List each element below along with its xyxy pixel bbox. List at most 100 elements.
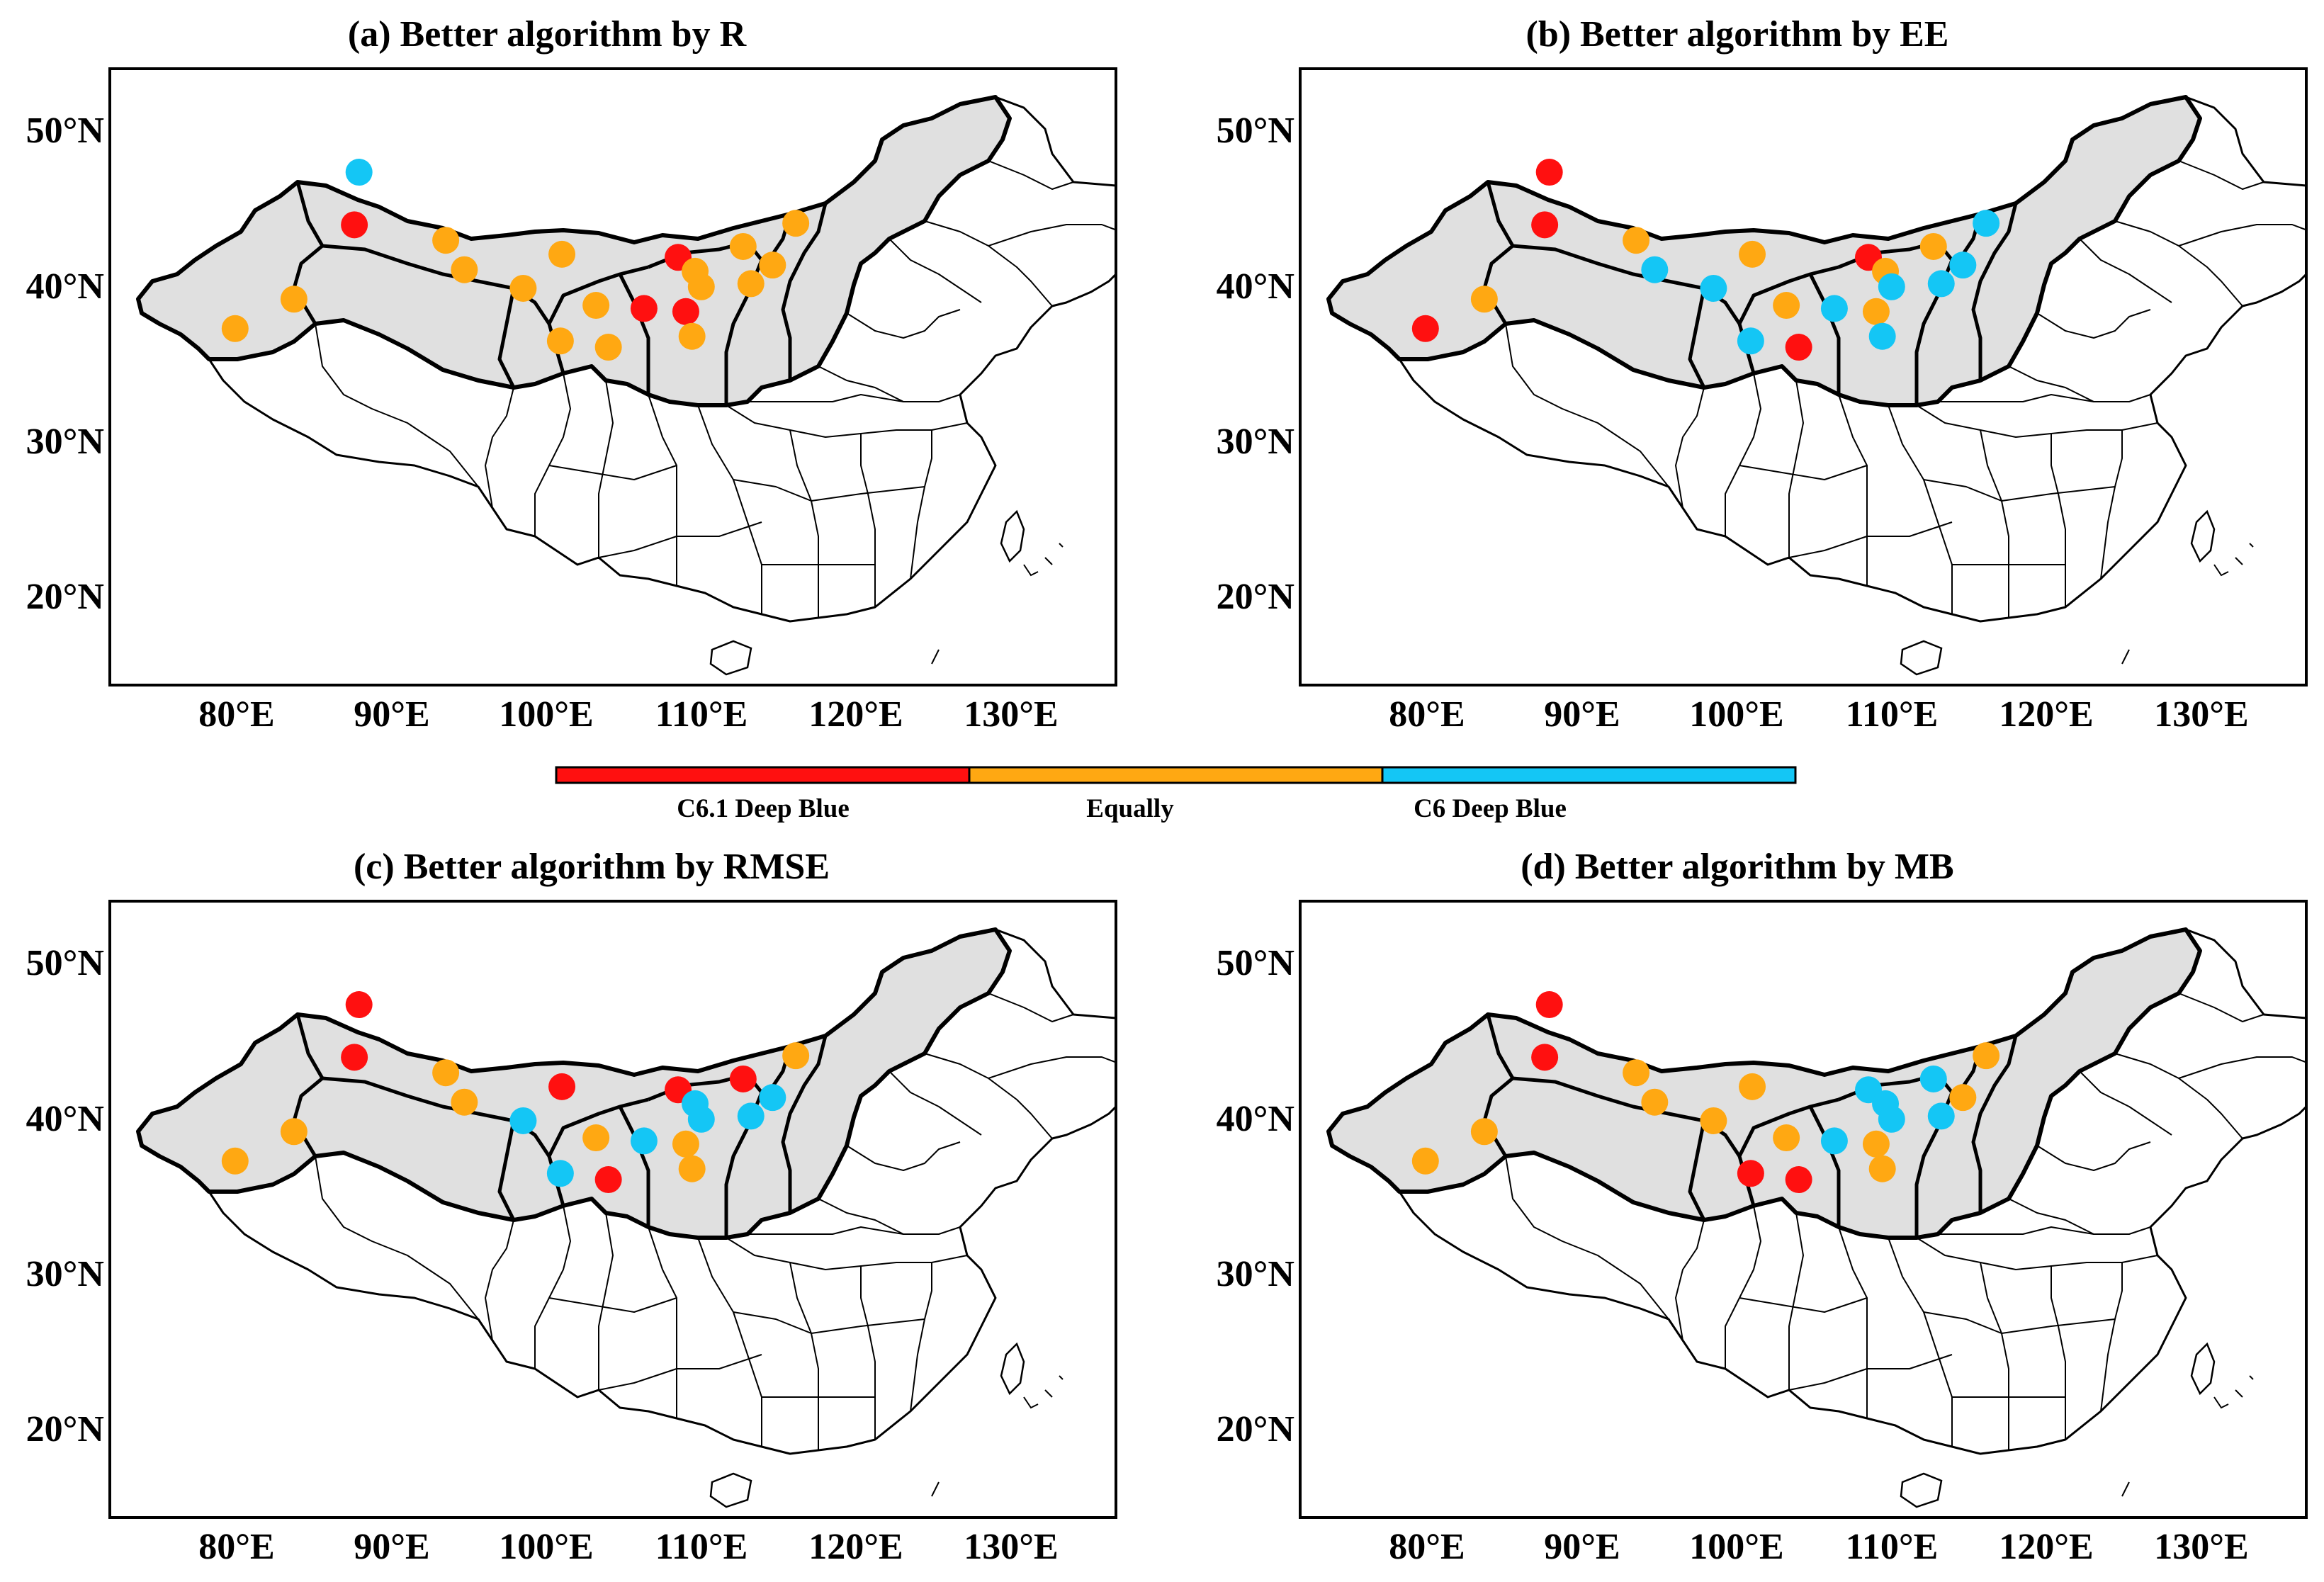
panel-c-lat-40: 40°N	[26, 1099, 104, 1139]
panel-c-lat-50: 50°N	[26, 943, 104, 983]
site-marker	[432, 227, 460, 254]
panel-d-lon-110: 110°E	[1846, 1527, 1939, 1567]
site-marker	[672, 298, 699, 325]
panel-b-lon-80: 80°E	[1389, 694, 1465, 735]
site-marker	[548, 1073, 576, 1100]
panel-d-lat-30: 30°N	[1217, 1254, 1294, 1294]
site-marker	[1927, 1102, 1955, 1130]
site-marker	[737, 270, 765, 298]
site-marker	[1535, 991, 1563, 1019]
site-marker	[548, 240, 576, 268]
site-marker	[1531, 1044, 1559, 1071]
site-marker	[678, 322, 706, 350]
panel-b: (b) Better algorithm by EE 50°N 40°N 30°…	[1217, 14, 2308, 735]
site-marker	[1411, 315, 1439, 342]
site-marker	[1820, 1127, 1848, 1155]
panel-a-title: (a) Better algorithm by R	[348, 14, 748, 55]
panel-b-lat-30: 30°N	[1217, 422, 1294, 462]
panel-d-title: (d) Better algorithm by MB	[1521, 847, 1953, 887]
panel-c-ticks: 50°N 40°N 30°N 20°N 80°E 90°E 100°E 110°…	[26, 943, 1059, 1567]
legend-swatch-equally	[968, 766, 1384, 784]
panel-a-lon-100: 100°E	[499, 694, 593, 735]
site-marker	[678, 1155, 706, 1182]
site-marker	[630, 295, 658, 322]
site-marker	[509, 1107, 537, 1134]
site-marker	[280, 1118, 308, 1146]
site-marker	[1470, 286, 1498, 313]
panel-c-title: (c) Better algorithm by RMSE	[354, 847, 830, 887]
panel-d-lon-80: 80°E	[1389, 1527, 1465, 1567]
panel-b-lat-40: 40°N	[1217, 266, 1294, 307]
panel-d-ticks: 50°N 40°N 30°N 20°N 80°E 90°E 100°E 110°…	[1217, 943, 2249, 1567]
site-marker	[1739, 240, 1766, 268]
site-marker	[432, 1059, 460, 1087]
site-marker	[1973, 210, 2000, 237]
legend: C6.1 Deep Blue Equally C6 Deep Blue	[555, 766, 1797, 823]
site-marker	[1411, 1147, 1439, 1175]
site-marker	[672, 1130, 699, 1158]
panel-d-lon-100: 100°E	[1689, 1527, 1783, 1567]
site-marker	[1623, 1059, 1650, 1087]
site-marker	[1531, 211, 1559, 239]
panel-c-lat-20: 20°N	[26, 1409, 104, 1450]
panel-b-lon-90: 90°E	[1544, 694, 1620, 735]
panel-a-lat-20: 20°N	[26, 577, 104, 617]
panel-c-lon-80: 80°E	[198, 1527, 274, 1567]
panel-a: (a) Better algorithm by R 50°N 40°N 30°N…	[26, 14, 1117, 735]
site-marker	[1535, 159, 1563, 186]
panel-b-title: (b) Better algorithm by EE	[1526, 14, 1949, 55]
panel-b-lon-100: 100°E	[1689, 694, 1783, 735]
legend-swatch-c6	[1381, 766, 1797, 784]
site-marker	[341, 1044, 368, 1071]
site-marker	[1949, 1084, 1977, 1112]
panel-d-sites	[1411, 991, 2000, 1194]
site-marker	[1927, 270, 1955, 298]
site-marker	[451, 1088, 478, 1116]
panel-b-sites	[1411, 159, 2000, 361]
panel-b-lon-120: 120°E	[1999, 694, 2093, 735]
panel-b-lon-130: 130°E	[2154, 694, 2248, 735]
panel-a-lon-120: 120°E	[808, 694, 903, 735]
panel-d: (d) Better algorithm by MB 50°N 40°N 30°…	[1217, 847, 2308, 1567]
panel-a-lon-110: 110°E	[655, 694, 748, 735]
panel-d-lon-90: 90°E	[1544, 1527, 1620, 1567]
panel-b-lat-50: 50°N	[1217, 111, 1294, 151]
site-marker	[341, 211, 368, 239]
site-marker	[687, 273, 715, 300]
site-marker	[1949, 252, 1977, 279]
site-marker	[1878, 273, 1905, 300]
panel-c-lon-100: 100°E	[499, 1527, 593, 1567]
site-marker	[1623, 227, 1650, 254]
panel-c-lon-130: 130°E	[964, 1527, 1058, 1567]
site-marker	[1919, 1065, 1947, 1092]
site-marker	[630, 1127, 658, 1155]
panel-a-lon-130: 130°E	[964, 694, 1058, 735]
site-marker	[1919, 232, 1947, 260]
site-marker	[221, 1147, 249, 1175]
site-marker	[509, 274, 537, 302]
panel-d-lat-20: 20°N	[1217, 1409, 1294, 1450]
site-marker	[1878, 1105, 1905, 1133]
panel-a-lat-50: 50°N	[26, 111, 104, 151]
panel-b-lat-20: 20°N	[1217, 577, 1294, 617]
panel-c-lat-30: 30°N	[26, 1254, 104, 1294]
site-marker	[1862, 1130, 1890, 1158]
panel-d-lat-50: 50°N	[1217, 943, 1294, 983]
site-marker	[1868, 1155, 1896, 1182]
site-marker	[1785, 334, 1812, 361]
site-marker	[729, 232, 757, 260]
panel-d-lat-40: 40°N	[1217, 1099, 1294, 1139]
panel-d-lon-120: 120°E	[1999, 1527, 2093, 1567]
site-marker	[1868, 322, 1896, 350]
site-marker	[345, 991, 373, 1019]
site-marker	[594, 334, 622, 361]
panel-b-ticks: 50°N 40°N 30°N 20°N 80°E 90°E 100°E 110°…	[1217, 111, 2249, 735]
site-marker	[451, 256, 478, 283]
legend-label-c6: C6 Deep Blue	[1414, 794, 1567, 823]
panel-b-lon-110: 110°E	[1846, 694, 1939, 735]
site-marker	[582, 292, 610, 320]
site-marker	[1700, 274, 1727, 302]
site-marker	[729, 1065, 757, 1092]
legend-label-c61: C6.1 Deep Blue	[677, 794, 850, 823]
